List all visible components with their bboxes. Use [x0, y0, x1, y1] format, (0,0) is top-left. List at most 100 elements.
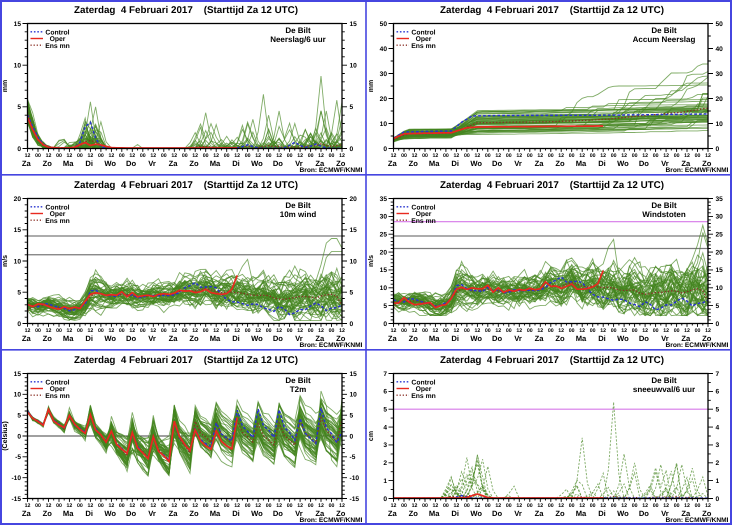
- svg-text:Vr: Vr: [514, 159, 522, 168]
- svg-text:12: 12: [88, 503, 94, 509]
- svg-text:12: 12: [663, 503, 669, 509]
- svg-text:12: 12: [621, 153, 627, 159]
- svg-text:12: 12: [150, 153, 156, 159]
- svg-text:00: 00: [56, 503, 62, 509]
- svg-text:12: 12: [171, 503, 177, 509]
- svg-text:sneeuwval/6 uur: sneeuwval/6 uur: [633, 385, 695, 394]
- svg-text:-5: -5: [350, 454, 356, 461]
- svg-text:10: 10: [350, 392, 358, 399]
- svg-text:2: 2: [716, 460, 720, 467]
- svg-text:Di: Di: [232, 509, 240, 518]
- svg-text:12: 12: [339, 328, 345, 334]
- svg-text:12: 12: [412, 153, 418, 159]
- svg-text:Vr: Vr: [661, 509, 669, 518]
- svg-text:12: 12: [642, 503, 648, 509]
- svg-text:12: 12: [454, 328, 460, 334]
- svg-text:15: 15: [14, 227, 22, 234]
- svg-text:Ma: Ma: [210, 334, 221, 343]
- svg-text:20: 20: [716, 249, 724, 256]
- svg-text:Do: Do: [492, 159, 502, 168]
- svg-text:Di: Di: [85, 159, 93, 168]
- svg-text:00: 00: [35, 503, 41, 509]
- svg-text:Zo: Zo: [555, 159, 565, 168]
- svg-text:00: 00: [674, 153, 680, 159]
- svg-text:00: 00: [308, 503, 314, 509]
- svg-text:Za: Za: [315, 159, 325, 168]
- svg-text:0: 0: [716, 496, 720, 503]
- svg-text:3: 3: [716, 442, 720, 449]
- svg-text:15: 15: [14, 371, 22, 378]
- svg-text:00: 00: [77, 503, 83, 509]
- svg-text:00: 00: [506, 328, 512, 334]
- svg-text:0: 0: [17, 321, 21, 328]
- svg-text:00: 00: [590, 503, 596, 509]
- svg-text:12: 12: [192, 153, 198, 159]
- svg-text:15: 15: [350, 227, 358, 234]
- svg-text:Ens mn: Ens mn: [45, 43, 70, 50]
- svg-text:Vr: Vr: [295, 509, 303, 518]
- svg-text:Ma: Ma: [210, 509, 221, 518]
- svg-text:35: 35: [716, 196, 724, 203]
- svg-text:12: 12: [109, 153, 115, 159]
- svg-text:10m wind: 10m wind: [280, 210, 317, 219]
- svg-text:(Celsius): (Celsius): [1, 421, 9, 451]
- svg-text:00: 00: [266, 328, 272, 334]
- svg-text:0: 0: [383, 496, 387, 503]
- svg-text:Accum Neerslag: Accum Neerslag: [633, 35, 696, 44]
- svg-text:00: 00: [287, 153, 293, 159]
- svg-text:00: 00: [401, 153, 407, 159]
- svg-text:12: 12: [88, 153, 94, 159]
- svg-text:Za: Za: [315, 509, 325, 518]
- svg-text:12: 12: [705, 503, 711, 509]
- svg-text:00: 00: [161, 328, 167, 334]
- svg-text:00: 00: [548, 153, 554, 159]
- svg-text:12: 12: [579, 153, 585, 159]
- svg-text:Oper: Oper: [50, 386, 66, 393]
- svg-text:Zo: Zo: [189, 509, 199, 518]
- svg-text:Bron: ECMWF/KNMI: Bron: ECMWF/KNMI: [666, 167, 729, 174]
- svg-text:00: 00: [506, 503, 512, 509]
- svg-text:0: 0: [383, 146, 387, 153]
- svg-text:Do: Do: [126, 159, 136, 168]
- svg-text:1: 1: [383, 478, 387, 485]
- svg-text:12: 12: [495, 328, 501, 334]
- svg-text:00: 00: [485, 503, 491, 509]
- svg-text:00: 00: [569, 328, 575, 334]
- svg-text:12: 12: [433, 503, 439, 509]
- svg-text:Ens mn: Ens mn: [45, 393, 70, 400]
- svg-text:12: 12: [297, 153, 303, 159]
- svg-text:12: 12: [537, 153, 543, 159]
- svg-text:Wo: Wo: [251, 334, 263, 343]
- svg-text:Zaterdag 4 Februari 2017 (: Zaterdag 4 Februari 2017 (Starttijd Za 1…: [74, 355, 298, 366]
- svg-text:Zo: Zo: [43, 334, 53, 343]
- svg-text:12: 12: [339, 153, 345, 159]
- svg-text:00: 00: [140, 328, 146, 334]
- svg-text:12: 12: [234, 153, 240, 159]
- svg-text:10: 10: [14, 392, 22, 399]
- svg-text:Oper: Oper: [416, 211, 432, 218]
- svg-text:00: 00: [527, 153, 533, 159]
- svg-text:00: 00: [401, 328, 407, 334]
- svg-text:5: 5: [350, 413, 354, 420]
- svg-text:Zo: Zo: [336, 509, 346, 518]
- svg-text:00: 00: [590, 153, 596, 159]
- svg-text:12: 12: [475, 503, 481, 509]
- svg-text:m/s: m/s: [1, 255, 9, 267]
- svg-text:12: 12: [475, 153, 481, 159]
- svg-text:Wo: Wo: [251, 159, 263, 168]
- svg-text:Zo: Zo: [336, 159, 346, 168]
- svg-text:00: 00: [632, 503, 638, 509]
- svg-text:12: 12: [255, 328, 261, 334]
- svg-text:10: 10: [350, 258, 358, 265]
- svg-text:00: 00: [140, 153, 146, 159]
- svg-text:12: 12: [433, 153, 439, 159]
- svg-text:Zaterdag 4 Februari 2017 (: Zaterdag 4 Februari 2017 (Starttijd Za 1…: [74, 5, 298, 16]
- svg-text:Za: Za: [681, 509, 691, 518]
- svg-text:Wo: Wo: [617, 334, 629, 343]
- svg-text:12: 12: [495, 153, 501, 159]
- svg-text:00: 00: [287, 328, 293, 334]
- svg-text:Do: Do: [273, 509, 283, 518]
- svg-text:00: 00: [485, 153, 491, 159]
- svg-text:Zo: Zo: [189, 334, 199, 343]
- svg-text:12: 12: [339, 503, 345, 509]
